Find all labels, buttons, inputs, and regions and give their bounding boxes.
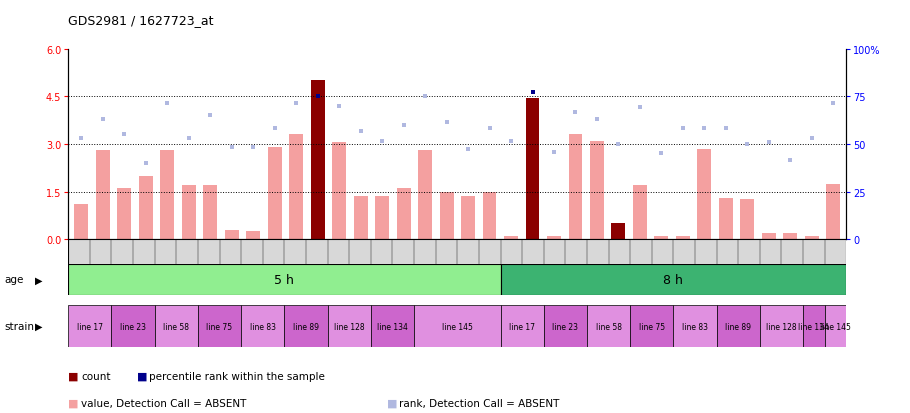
Bar bbox=[631, 306, 673, 347]
Text: line 134: line 134 bbox=[377, 322, 408, 331]
Bar bbox=[633, 186, 647, 240]
Text: line 75: line 75 bbox=[639, 322, 665, 331]
Bar bbox=[784, 233, 797, 240]
Text: ■: ■ bbox=[68, 371, 79, 381]
Bar bbox=[225, 230, 238, 240]
Bar bbox=[612, 224, 625, 240]
Bar bbox=[760, 306, 804, 347]
Bar bbox=[824, 306, 846, 347]
Text: line 83: line 83 bbox=[682, 322, 708, 331]
Bar bbox=[117, 189, 131, 240]
Bar bbox=[354, 197, 368, 240]
Text: line 128: line 128 bbox=[334, 322, 365, 331]
Bar bbox=[268, 148, 281, 240]
Bar bbox=[673, 306, 717, 347]
Bar bbox=[717, 306, 760, 347]
Bar bbox=[805, 236, 819, 240]
Text: line 17: line 17 bbox=[509, 322, 535, 331]
Bar bbox=[569, 135, 582, 240]
Text: count: count bbox=[81, 371, 110, 381]
Text: rank, Detection Call = ABSENT: rank, Detection Call = ABSENT bbox=[399, 398, 560, 408]
Text: percentile rank within the sample: percentile rank within the sample bbox=[149, 371, 325, 381]
Bar bbox=[697, 150, 712, 240]
Text: line 23: line 23 bbox=[120, 322, 147, 331]
Text: line 83: line 83 bbox=[249, 322, 276, 331]
Bar bbox=[160, 151, 174, 240]
Bar bbox=[310, 81, 325, 240]
Text: ▶: ▶ bbox=[35, 321, 42, 331]
Bar bbox=[676, 236, 690, 240]
Text: ■: ■ bbox=[68, 398, 79, 408]
Text: line 145: line 145 bbox=[820, 322, 851, 331]
Bar bbox=[719, 198, 733, 240]
Text: line 58: line 58 bbox=[163, 322, 189, 331]
Bar bbox=[68, 264, 501, 295]
Text: 8 h: 8 h bbox=[663, 273, 683, 286]
Bar bbox=[544, 306, 587, 347]
Bar bbox=[461, 197, 475, 240]
Bar bbox=[804, 306, 824, 347]
Bar bbox=[414, 306, 501, 347]
Text: line 128: line 128 bbox=[766, 322, 797, 331]
Bar bbox=[371, 306, 414, 347]
Bar bbox=[182, 186, 196, 240]
Bar bbox=[198, 306, 241, 347]
Bar bbox=[654, 236, 669, 240]
Bar bbox=[203, 186, 217, 240]
Bar bbox=[241, 306, 284, 347]
Text: ▶: ▶ bbox=[35, 275, 42, 285]
Bar bbox=[762, 233, 776, 240]
Text: line 134: line 134 bbox=[798, 322, 829, 331]
Text: line 17: line 17 bbox=[76, 322, 103, 331]
Bar bbox=[501, 264, 846, 295]
Bar bbox=[587, 306, 631, 347]
Bar bbox=[328, 306, 371, 347]
Text: line 23: line 23 bbox=[552, 322, 579, 331]
Bar bbox=[375, 197, 389, 240]
Bar bbox=[440, 192, 453, 240]
Bar bbox=[289, 135, 303, 240]
Text: GDS2981 / 1627723_at: GDS2981 / 1627723_at bbox=[68, 14, 214, 27]
Text: ■: ■ bbox=[387, 398, 398, 408]
Text: value, Detection Call = ABSENT: value, Detection Call = ABSENT bbox=[81, 398, 247, 408]
Text: age: age bbox=[5, 275, 24, 285]
Text: line 145: line 145 bbox=[442, 322, 472, 331]
Bar bbox=[501, 306, 544, 347]
Bar bbox=[826, 184, 841, 240]
Text: strain: strain bbox=[5, 321, 35, 331]
Bar bbox=[284, 306, 328, 347]
Bar bbox=[246, 232, 260, 240]
Bar bbox=[155, 306, 197, 347]
Bar bbox=[482, 192, 497, 240]
Bar bbox=[504, 236, 518, 240]
Text: line 89: line 89 bbox=[725, 322, 752, 331]
Bar bbox=[96, 151, 109, 240]
Bar bbox=[547, 236, 561, 240]
Bar bbox=[332, 143, 346, 240]
Bar bbox=[138, 176, 153, 240]
Text: 5 h: 5 h bbox=[275, 273, 294, 286]
Bar bbox=[590, 141, 604, 240]
Text: line 89: line 89 bbox=[293, 322, 319, 331]
Text: ■: ■ bbox=[136, 371, 147, 381]
Bar bbox=[418, 151, 432, 240]
Text: line 58: line 58 bbox=[595, 322, 622, 331]
Bar bbox=[525, 99, 540, 240]
Bar bbox=[74, 205, 88, 240]
Text: line 75: line 75 bbox=[207, 322, 233, 331]
Bar bbox=[741, 200, 754, 240]
Bar bbox=[68, 306, 111, 347]
Bar bbox=[111, 306, 155, 347]
Bar bbox=[397, 189, 410, 240]
